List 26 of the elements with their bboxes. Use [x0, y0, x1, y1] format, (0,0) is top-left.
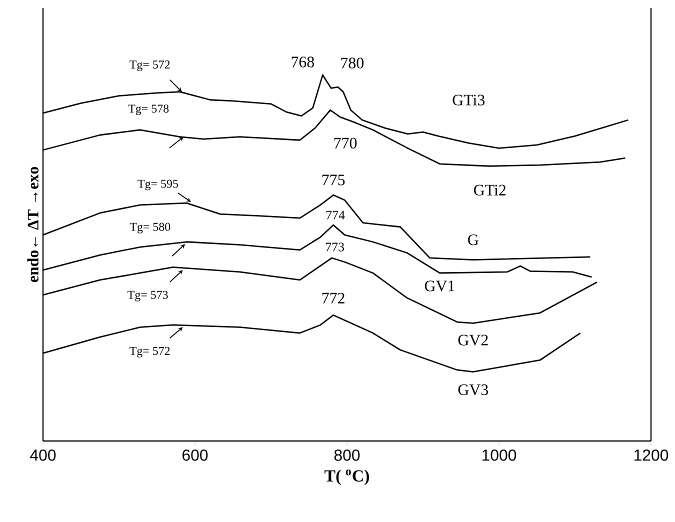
annotation: Tg= 572 [130, 60, 170, 72]
x-tick-label: 600 [182, 450, 208, 461]
text: GTi3 [452, 94, 485, 106]
x-tick-label: 1000 [482, 450, 516, 461]
annotation: 770 [334, 138, 357, 148]
series-label: GV1 [424, 280, 454, 292]
annotation: 772 [322, 292, 344, 304]
series-label: GTi2 [474, 184, 506, 196]
annotation: Tg= 578 [128, 104, 169, 116]
annotation: Tg= 580 [130, 222, 170, 234]
annotation: 780 [341, 58, 364, 68]
annotation: 774 [326, 210, 345, 220]
y-axis-title: endo← ΔT →exo [27, 166, 38, 282]
annotation: Tg= 573 [128, 290, 168, 302]
annotation: 773 [326, 242, 344, 252]
x-tick-label: 1200 [634, 450, 668, 461]
annotation: 768 [292, 56, 314, 68]
x-tick-label: 400 [30, 450, 56, 461]
annotation: Tg= 595 [138, 180, 178, 190]
annotation: 775 [322, 174, 345, 186]
x-axis-title: T( $^{o}$C) [324, 470, 369, 486]
annotation: Tg= 572 [130, 346, 170, 358]
x-tick-label: 800 [334, 450, 360, 461]
series-label: GV3 [458, 384, 488, 396]
series-label: GV2 [458, 334, 488, 346]
series-label: G [468, 234, 478, 246]
